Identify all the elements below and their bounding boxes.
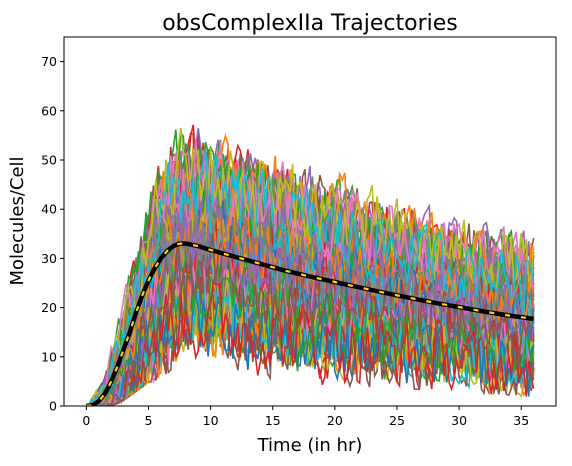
y-axis: 0 10 20 30 40 50 60 70 [41, 54, 64, 414]
y-tick-label: 70 [41, 54, 57, 69]
chart-title: obsComplexIIa Trajectories [162, 11, 458, 36]
x-tick-label: 30 [451, 413, 467, 428]
x-tick-label: 25 [389, 413, 405, 428]
x-tick-label: 0 [82, 413, 90, 428]
y-tick-label: 60 [41, 103, 57, 118]
x-tick-label: 15 [265, 413, 281, 428]
x-tick-label: 5 [145, 413, 153, 428]
x-axis: 0 5 10 15 20 25 30 35 [82, 406, 529, 428]
y-axis-label: Molecules/Cell [7, 156, 28, 285]
y-tick-label: 0 [49, 399, 57, 414]
y-tick-label: 50 [41, 153, 57, 168]
x-axis-label: Time (in hr) [257, 435, 363, 456]
trajectory-line [86, 272, 535, 406]
mean-trajectory [86, 241, 534, 406]
trajectory-line [86, 199, 535, 406]
mean-line [86, 241, 534, 406]
trajectory-line [86, 149, 535, 406]
plot-frame [63, 36, 557, 407]
y-tick-label: 30 [41, 251, 57, 266]
y-tick-label: 40 [41, 202, 57, 217]
trajectory-line [86, 149, 535, 406]
trajectory-line [86, 280, 535, 406]
x-tick-label: 35 [513, 413, 529, 428]
trajectory-line [86, 230, 534, 406]
y-tick-label: 20 [41, 300, 57, 315]
trajectory-line [86, 138, 535, 406]
trajectory-lines [86, 124, 535, 406]
x-tick-label: 20 [327, 413, 343, 428]
trajectory-line [86, 274, 535, 406]
x-tick-label: 10 [203, 413, 219, 428]
trajectory-line [86, 257, 535, 406]
y-tick-label: 10 [41, 349, 57, 364]
